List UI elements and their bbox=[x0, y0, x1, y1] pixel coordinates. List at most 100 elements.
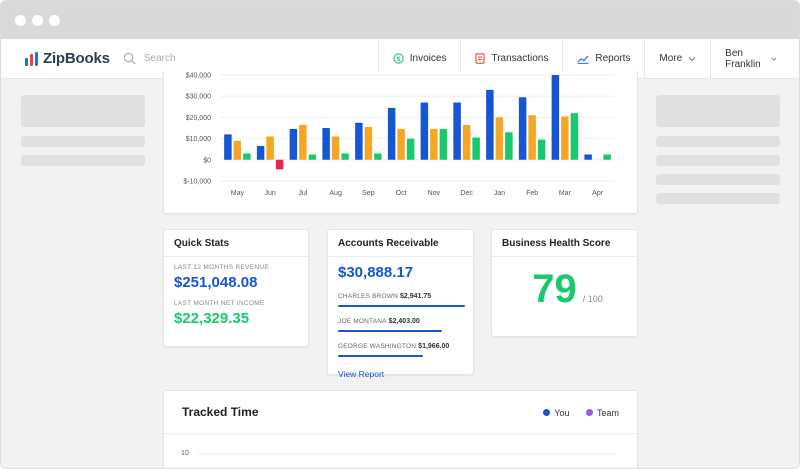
receivable-row[interactable]: GEORGE WASHINGTON $1,966.00 bbox=[338, 335, 473, 357]
y-tick-label: $20,000 bbox=[186, 115, 211, 122]
receivable-bar bbox=[338, 355, 423, 357]
x-tick-label: Dec bbox=[460, 190, 473, 197]
legend-you[interactable]: You bbox=[543, 407, 570, 418]
dollar-circle-icon: $ bbox=[393, 53, 404, 64]
legend-team[interactable]: Team bbox=[585, 408, 619, 418]
nav-more[interactable]: More bbox=[644, 38, 710, 79]
y-tick-label: $10,000 bbox=[186, 136, 211, 143]
x-tick-label: Nov bbox=[428, 190, 441, 197]
logo-bars-icon bbox=[25, 51, 38, 66]
health-score-title: Business Health Score bbox=[492, 230, 637, 257]
chart-bar bbox=[430, 129, 438, 160]
chart-bar bbox=[528, 115, 536, 160]
chart-bar bbox=[374, 153, 382, 160]
receivable-list: CHARLES BROWN $2,941.75 JOE MONTANA $2,403.… bbox=[328, 285, 473, 357]
cashflow-chart-card: $-10,000 $0 $10,000 $20,000 $30,000 $40,000 Ma… bbox=[163, 71, 638, 214]
y-tick-label: $0 bbox=[203, 157, 211, 164]
chart-bar bbox=[453, 102, 461, 160]
cashflow-bar-chart: $-10,000 $0 $10,000 $20,000 $30,000 $40,000 Ma… bbox=[183, 73, 614, 197]
user-name: Ben Franklin bbox=[725, 47, 761, 70]
app-logo[interactable]: ZipBooks bbox=[25, 50, 121, 67]
x-tick-label: Oct bbox=[396, 190, 407, 197]
chart-bar bbox=[518, 97, 527, 160]
window-dot-icon[interactable] bbox=[15, 14, 26, 26]
nav-transactions[interactable]: Transactions bbox=[460, 38, 562, 79]
y-tick-label: $40,000 bbox=[186, 73, 211, 80]
chart-bar bbox=[364, 126, 373, 160]
chart-icon bbox=[577, 55, 589, 64]
chart-bar bbox=[397, 129, 405, 160]
receivable-bar bbox=[338, 305, 465, 307]
revenue-value: $251,048.08 bbox=[174, 274, 258, 291]
chart-bar bbox=[275, 159, 284, 170]
right-placeholder-block bbox=[656, 95, 780, 127]
health-score-card: Business Health Score 79 / 100 bbox=[491, 229, 638, 337]
search-input[interactable] bbox=[143, 53, 344, 64]
legend-you-label: You bbox=[554, 407, 570, 418]
chart-bar bbox=[505, 132, 513, 160]
tracked-time-title: Tracked Time bbox=[182, 405, 259, 419]
chart-bar bbox=[537, 139, 546, 160]
right-placeholder-line bbox=[656, 155, 780, 166]
x-tick-label: Jun bbox=[264, 190, 275, 197]
chart-bar bbox=[243, 153, 251, 160]
x-tick-label: Jan bbox=[494, 190, 505, 197]
receivable-bar bbox=[338, 330, 442, 332]
nav-reports[interactable]: Reports bbox=[562, 38, 644, 79]
chart-bar bbox=[289, 129, 298, 160]
legend-dot-icon bbox=[543, 409, 551, 416]
x-tick-label: May bbox=[231, 190, 245, 197]
nav-transactions-label: Transactions bbox=[491, 53, 549, 64]
window-dot-icon[interactable] bbox=[49, 14, 60, 26]
x-tick-label: Apr bbox=[592, 190, 604, 197]
user-menu[interactable]: Ben Franklin bbox=[710, 38, 799, 79]
customer-name: GEORGE WASHINGTON bbox=[338, 343, 417, 350]
nav-more-label: More bbox=[659, 53, 683, 64]
chart-bar bbox=[266, 136, 274, 160]
health-score-max: / 100 bbox=[582, 294, 603, 304]
net-income-value: $22,329.35 bbox=[174, 310, 250, 327]
health-score-value: 79 bbox=[532, 267, 577, 311]
chart-bar bbox=[406, 138, 415, 160]
search-icon bbox=[123, 52, 136, 65]
chart-bar bbox=[299, 124, 307, 160]
revenue-label: LAST 12 MONTHS REVENUE bbox=[174, 264, 269, 271]
chart-bar bbox=[233, 140, 242, 160]
tracked-time-gridline bbox=[198, 454, 617, 455]
quick-stats-title: Quick Stats bbox=[164, 230, 308, 257]
nav-reports-label: Reports bbox=[595, 53, 631, 64]
right-placeholder-line bbox=[656, 193, 780, 204]
chart-bar bbox=[495, 117, 504, 160]
window-dot-icon[interactable] bbox=[32, 14, 43, 26]
chart-bar bbox=[462, 124, 471, 160]
search-box[interactable] bbox=[121, 39, 378, 79]
left-placeholder-block bbox=[21, 95, 145, 127]
nav-invoices[interactable]: $ Invoices bbox=[377, 38, 461, 79]
legend-dot-icon bbox=[585, 409, 593, 416]
chevron-down-icon bbox=[688, 56, 696, 61]
accounts-receivable-card: Accounts Receivable $30,888.17 CHARLES B… bbox=[327, 229, 474, 379]
chart-bar bbox=[341, 153, 349, 160]
receivable-row[interactable]: CHARLES BROWN $2,941.75 bbox=[338, 285, 473, 307]
customer-name: JOE MONTANA bbox=[338, 318, 387, 325]
right-placeholder-line bbox=[656, 136, 780, 147]
customer-amount: $1,966.00 bbox=[418, 343, 450, 350]
view-report-link[interactable]: View Report bbox=[338, 369, 385, 379]
chart-bar bbox=[472, 137, 480, 160]
chart-bar bbox=[355, 122, 363, 160]
window-chrome bbox=[1, 1, 799, 39]
chart-bar bbox=[603, 154, 611, 160]
customer-name: CHARLES BROWN bbox=[338, 293, 399, 300]
receivable-total: $30,888.17 bbox=[338, 264, 414, 281]
y-tick-label: $-10,000 bbox=[183, 179, 211, 186]
tracked-time-card: Tracked Time You Team 10 bbox=[163, 390, 638, 468]
svg-text:$: $ bbox=[396, 56, 400, 63]
receivable-row[interactable]: JOE MONTANA $2,403.00 bbox=[338, 310, 473, 332]
app-name: ZipBooks bbox=[43, 50, 110, 67]
chart-bar bbox=[570, 113, 579, 160]
quick-stats-card: Quick Stats LAST 12 MONTHS REVENUE $251,… bbox=[163, 229, 309, 347]
x-tick-label: Feb bbox=[526, 190, 538, 197]
chart-bar bbox=[387, 107, 396, 160]
y-tick-label: $30,000 bbox=[186, 94, 211, 101]
